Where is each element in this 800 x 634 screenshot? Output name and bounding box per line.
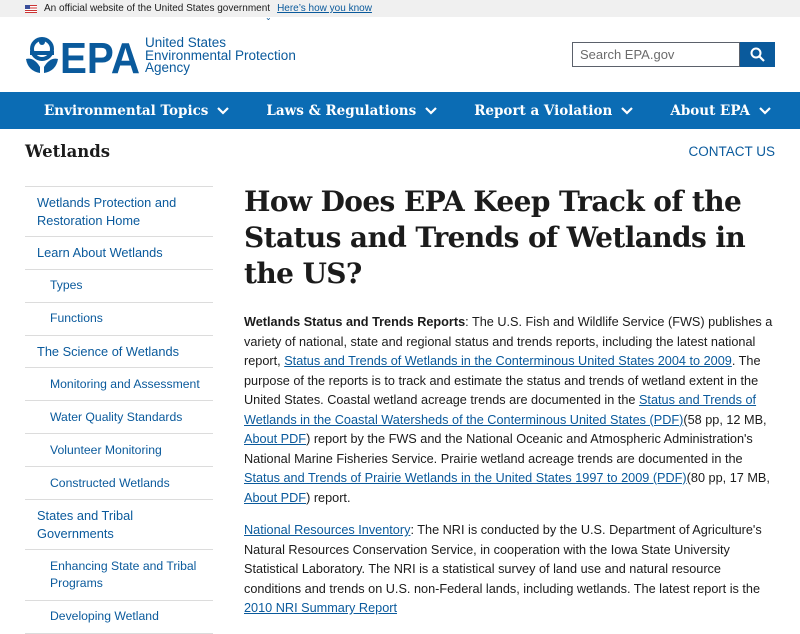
sidebar-item[interactable]: Functions	[25, 303, 213, 336]
coastal-watersheds-pdf-link[interactable]: Status and Trends of Wetlands in the Coa…	[244, 393, 757, 427]
heres-how-you-know-link[interactable]: Here’s how you know	[277, 3, 372, 14]
nav-label: About EPA	[670, 102, 750, 119]
sidebar-item[interactable]: Learn About Wetlands	[25, 237, 213, 270]
sidebar-nav: Wetlands Protection and Restoration Home…	[25, 186, 213, 634]
site-header: EPA United States Environmental Protecti…	[0, 17, 800, 92]
nav-report-violation[interactable]: Report a Violation	[474, 102, 634, 119]
search-form	[572, 42, 775, 67]
nav-label: Laws & Regulations	[266, 102, 417, 119]
text: ) report by the FWS and the National Oce…	[244, 432, 753, 466]
page-title: How Does EPA Keep Track of the Status an…	[244, 185, 746, 290]
sidebar-item[interactable]: Monitoring and Assessment	[25, 368, 213, 401]
bold-heading: Wetlands Status and Trends Reports	[244, 315, 466, 329]
nav-about-epa[interactable]: About EPA	[670, 103, 771, 119]
main-nav: Environmental Topics Laws & Regulations …	[0, 92, 800, 129]
text: : The NRI is conducted by the U.S. Depar…	[244, 523, 762, 596]
chevron-down-icon	[759, 106, 771, 115]
nav-label: Environmental Topics	[44, 102, 209, 119]
svg-text:EPA: EPA	[60, 37, 140, 75]
gov-banner-text: An official website of the United States…	[44, 3, 271, 14]
about-pdf-link[interactable]: About PDF	[244, 432, 307, 446]
chevron-down-icon	[621, 106, 634, 115]
sidebar-item[interactable]: States and Tribal Governments	[25, 500, 213, 550]
text: : The U.S. Fish and Wildlife Service (FW…	[244, 315, 773, 368]
chevron-down-icon	[425, 106, 437, 115]
national-resources-inventory-link[interactable]: National Resources Inventory	[244, 523, 411, 537]
main-content: How Does EPA Keep Track of the Status an…	[244, 184, 780, 619]
nav-environmental-topics[interactable]: Environmental Topics	[44, 102, 230, 119]
sidebar-item[interactable]: Wetlands Protection and Restoration Home	[25, 187, 213, 237]
nav-laws-regulations[interactable]: Laws & Regulations	[266, 103, 437, 119]
nri-summary-report-link[interactable]: 2010 NRI Summary Report	[244, 601, 398, 615]
search-input[interactable]	[572, 42, 740, 67]
sidebar-item[interactable]: Water Quality Standards	[25, 401, 213, 434]
epa-logo[interactable]: EPA United States Environmental Protecti…	[25, 35, 296, 76]
gov-banner: An official website of the United States…	[0, 0, 800, 22]
text: . The purpose of the reports is to track…	[244, 354, 761, 407]
chevron-down-icon	[217, 106, 230, 115]
status-trends-2004-2009-link[interactable]: Status and Trends of Wetlands in the Con…	[284, 354, 732, 368]
text: (80 pp, 17 MB,	[686, 471, 770, 485]
prairie-wetlands-pdf-link[interactable]: Status and Trends of Prairie Wetlands in…	[244, 471, 687, 485]
sidebar-item[interactable]: Constructed Wetlands	[25, 467, 213, 500]
section-title: Wetlands	[25, 142, 111, 161]
sidebar-item[interactable]: Volunteer Monitoring	[25, 434, 213, 467]
search-icon	[750, 47, 765, 62]
logo-line-3: Agency	[145, 60, 191, 76]
logo-line-1: United States	[145, 35, 227, 51]
text: ) report.	[306, 490, 351, 505]
nav-label: Report a Violation	[474, 102, 613, 119]
sidebar-item[interactable]: The Science of Wetlands	[25, 336, 213, 368]
sidebar-item[interactable]: Types	[25, 270, 213, 303]
text: (58 pp, 12 MB,	[683, 412, 767, 427]
logo-line-2: Environmental Protection	[145, 47, 296, 63]
search-button[interactable]	[740, 42, 775, 67]
chevron-down-icon[interactable]: ⌄	[265, 13, 272, 22]
sidebar-item[interactable]: Developing Wetland	[25, 601, 213, 634]
contact-us-link[interactable]: CONTACT US	[688, 144, 775, 159]
about-pdf-link[interactable]: About PDF	[244, 490, 307, 505]
us-flag-icon	[25, 4, 37, 13]
nri-paragraph: National Resources Inventory: The NRI is…	[244, 521, 780, 619]
sidebar-item[interactable]: Enhancing State and Tribal Programs	[25, 550, 213, 601]
epa-logo-mark-icon: EPA	[26, 37, 140, 75]
status-trends-paragraph: Wetlands Status and Trends Reports: The …	[244, 313, 780, 508]
